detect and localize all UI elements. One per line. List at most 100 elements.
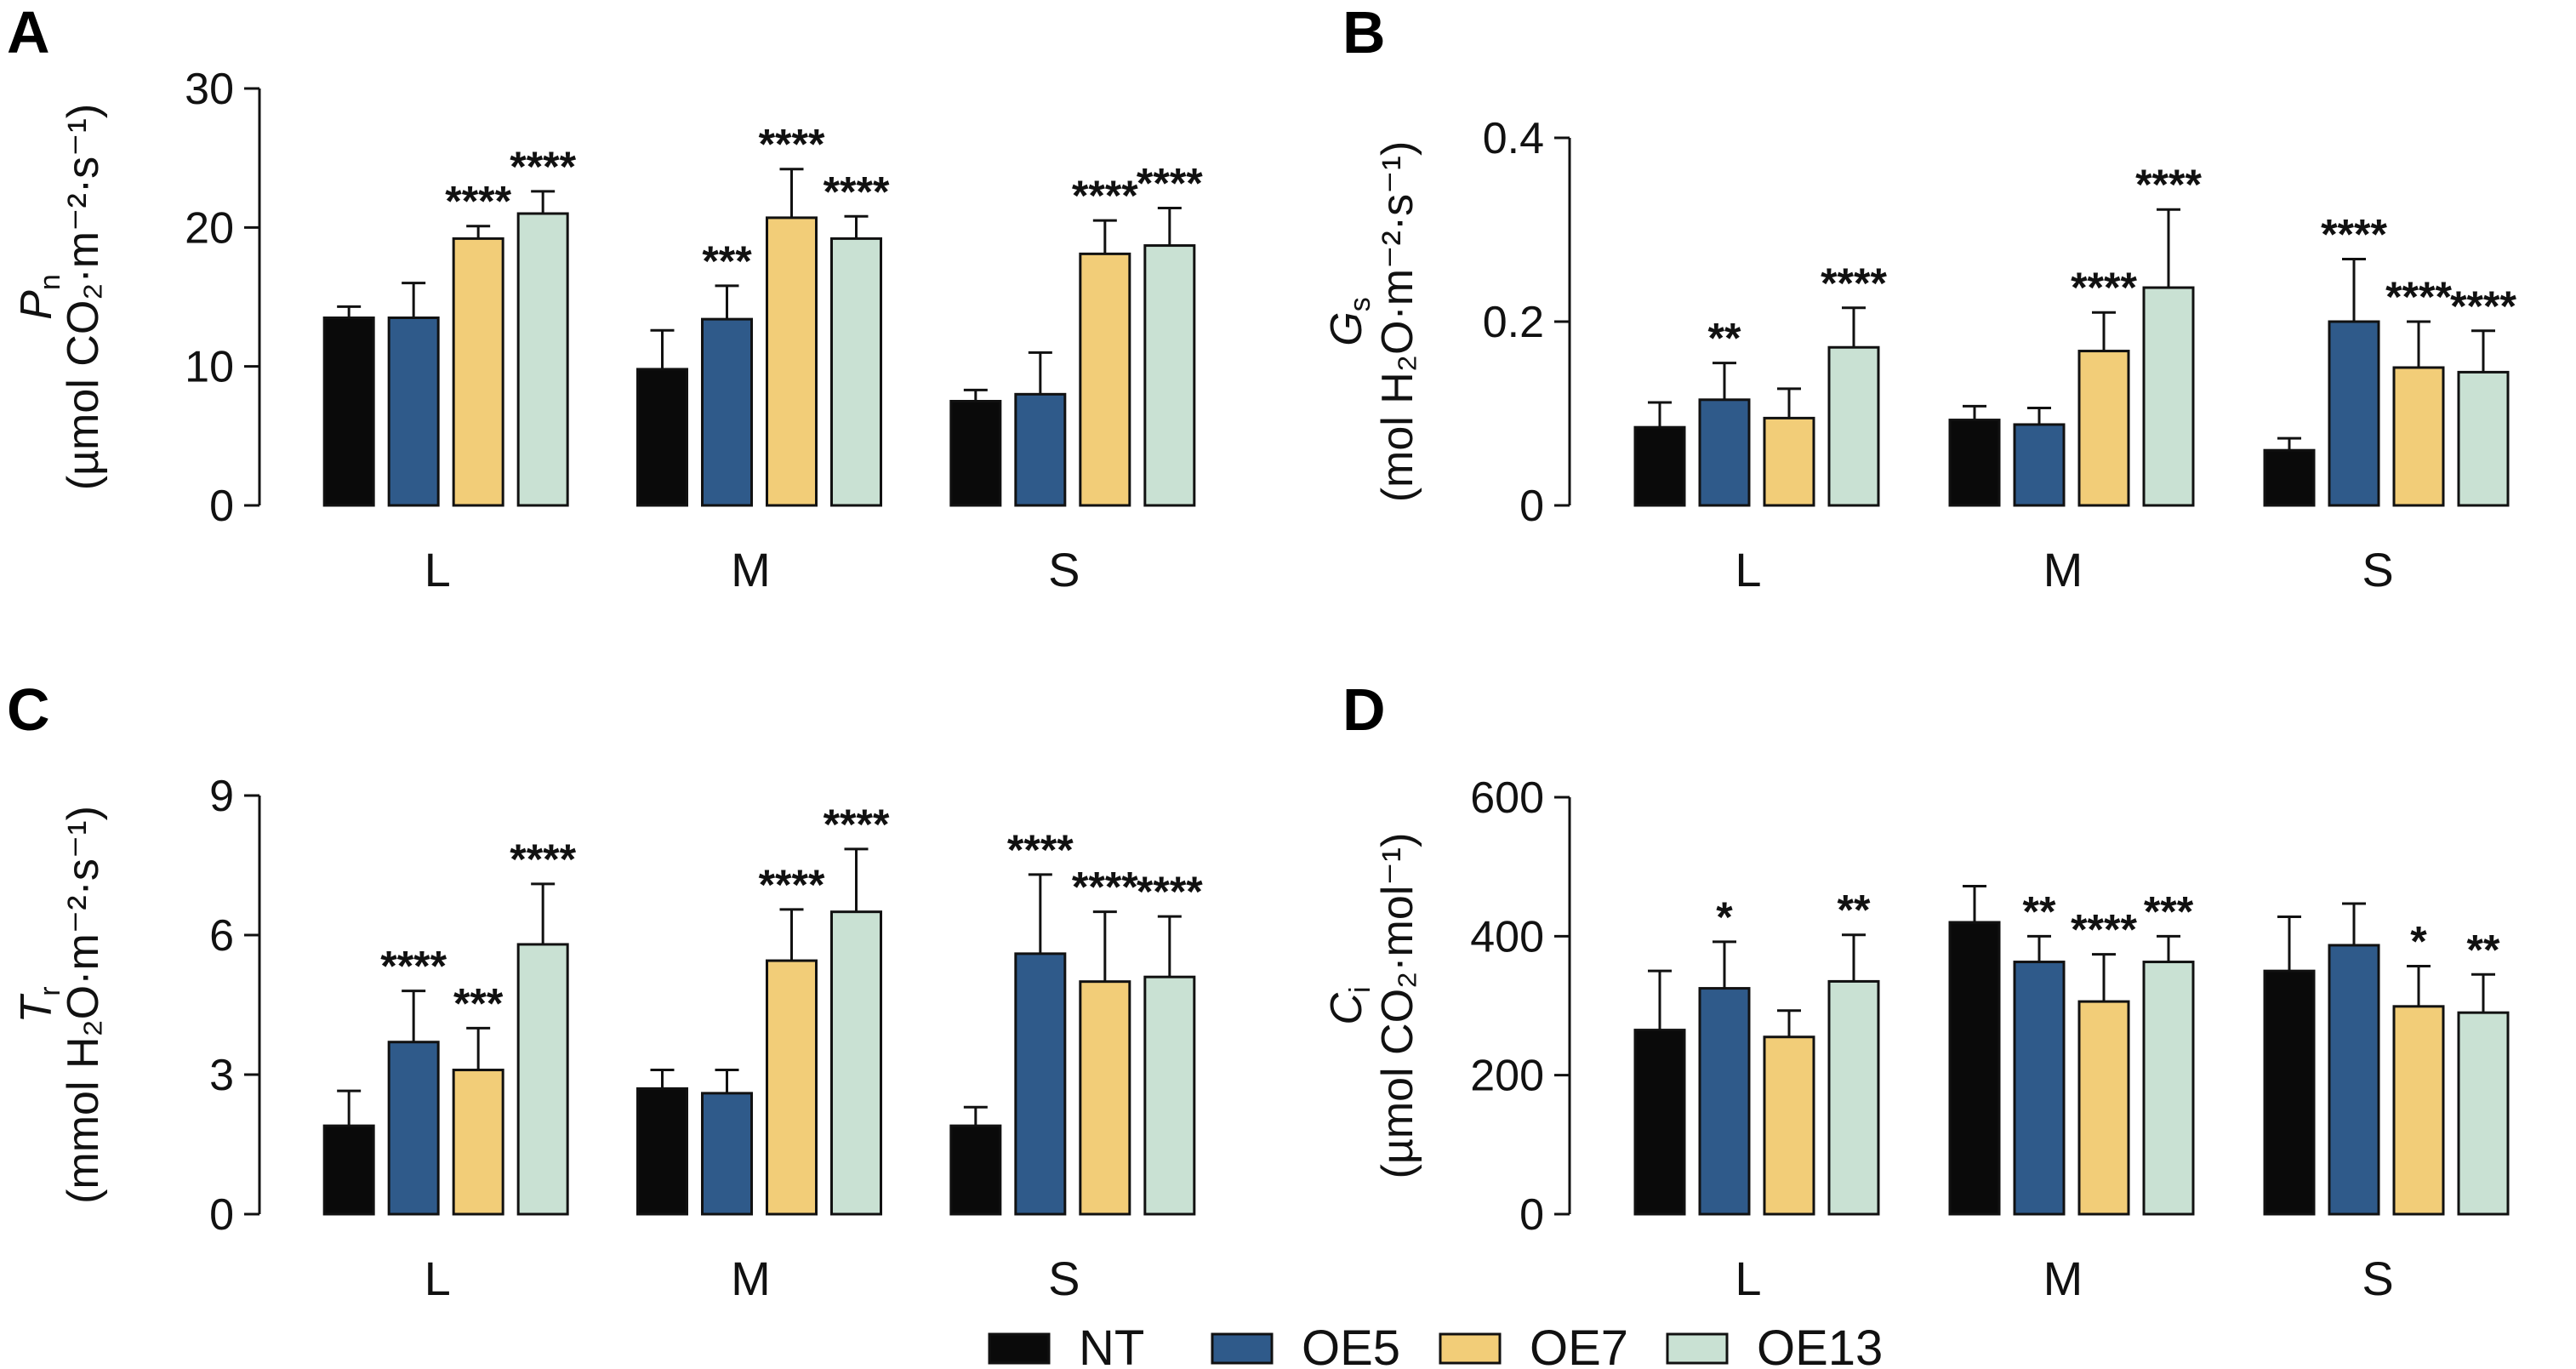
y-tick-label: 0 (209, 1190, 234, 1240)
bar-oe5-l (1698, 987, 1751, 1216)
significance-label: ** (2023, 887, 2056, 935)
x-category-label: S (2362, 1252, 2393, 1305)
panel-letter: C (7, 676, 50, 743)
y-tick-label: 0 (1519, 1190, 1544, 1240)
significance-label: **** (1007, 826, 1074, 874)
bar-oe7-l (452, 1069, 504, 1216)
x-category-label: S (2362, 543, 2393, 596)
x-category-label: M (731, 543, 771, 596)
significance-label: **** (824, 168, 890, 215)
bar-nt-s (2263, 969, 2316, 1216)
significance-label: **** (2071, 264, 2137, 311)
x-category-label: L (425, 1252, 451, 1305)
panel-letter: B (1342, 0, 1386, 66)
bar-nt-s (949, 400, 1002, 507)
bar-nt-m (636, 368, 688, 507)
y-axis-label-symbol: Gs (1322, 297, 1376, 345)
significance-label: ** (2467, 926, 2500, 973)
y-axis-label-symbol: Ci (1322, 986, 1376, 1024)
significance-label: **** (1072, 172, 1138, 220)
bar-oe7-s (2392, 1005, 2445, 1216)
x-category-label: M (2043, 543, 2083, 596)
legend-label-oe7: OE7 (1530, 1321, 1628, 1369)
significance-label: **** (510, 143, 576, 191)
legend-swatch-nt (988, 1332, 1051, 1365)
significance-label: *** (702, 237, 752, 285)
bar-oe13-m (830, 910, 882, 1216)
y-tick-label: 0.4 (1483, 114, 1544, 163)
bar-oe5-s (1014, 952, 1067, 1216)
y-tick-label: 400 (1470, 912, 1544, 961)
bar-oe7-m (766, 216, 818, 507)
bar-oe13-s (2457, 1011, 2510, 1216)
bar-oe13-s (2457, 370, 2510, 507)
bar-oe5-s (1014, 392, 1067, 507)
legend: NT OE5 OE7 OE13 (988, 1321, 1883, 1369)
bar-oe7-l (1763, 416, 1815, 507)
y-tick-label: 6 (209, 911, 234, 961)
x-category-label: M (731, 1252, 771, 1305)
significance-label: **** (824, 801, 890, 848)
bar-nt-l (1633, 1029, 1686, 1216)
y-tick-label: 10 (185, 343, 234, 392)
bar-oe5-m (701, 317, 753, 507)
legend-label-nt: NT (1079, 1321, 1144, 1369)
bar-oe7-l (1763, 1035, 1815, 1216)
panel-b: B00.20.4Gs(mol H₂O·m⁻²·s⁻¹) ******L******… (1322, 0, 2516, 596)
legend-label-oe13: OE13 (1757, 1321, 1883, 1369)
significance-label: ** (1838, 887, 1871, 934)
significance-label: ** (1708, 315, 1741, 362)
x-category-label: L (1735, 543, 1761, 596)
significance-label: **** (759, 121, 825, 168)
bar-oe13-l (516, 212, 569, 507)
legend-label-oe5: OE5 (1302, 1321, 1400, 1369)
legend-swatch-oe13 (1666, 1332, 1729, 1365)
y-tick-label: 600 (1470, 773, 1544, 823)
significance-label: **** (759, 861, 825, 909)
y-tick-label: 20 (185, 203, 234, 253)
bar-nt-m (1948, 419, 2001, 507)
bar-oe7-m (2077, 350, 2130, 507)
y-tick-label: 3 (209, 1051, 234, 1100)
y-axis-label-unit: (µmol CO₂·m⁻²·s⁻¹) (59, 104, 108, 491)
significance-label: **** (1821, 260, 1887, 307)
bar-oe13-m (2142, 286, 2195, 507)
bar-nt-m (1948, 921, 2001, 1216)
bar-oe13-m (2142, 961, 2195, 1216)
bar-oe13-l (516, 943, 569, 1216)
x-category-label: L (1735, 1252, 1761, 1305)
x-category-label: S (1048, 1252, 1080, 1305)
bar-oe7-s (1079, 980, 1131, 1216)
bar-oe7-s (1079, 252, 1131, 507)
y-axis-label-unit: (mmol H₂O·m⁻²·s⁻¹) (59, 806, 108, 1204)
x-category-label: L (425, 543, 451, 596)
significance-label: **** (1072, 864, 1138, 911)
significance-label: *** (453, 979, 504, 1027)
bar-oe5-s (2328, 320, 2380, 507)
x-category-label: S (1048, 543, 1080, 596)
y-tick-label: 200 (1470, 1052, 1544, 1101)
bar-oe13-m (830, 237, 882, 507)
y-tick-label: 9 (209, 772, 234, 821)
significance-label: **** (510, 836, 576, 883)
bar-oe5-s (2328, 944, 2380, 1216)
significance-label: **** (2450, 282, 2516, 330)
bar-oe5-l (1698, 398, 1751, 507)
significance-label: **** (2321, 211, 2387, 259)
y-axis-label-unit: (mol H₂O·m⁻²·s⁻¹) (1373, 141, 1422, 503)
significance-label: **** (1137, 868, 1203, 916)
y-axis-label-symbol: Tr (12, 986, 66, 1023)
significance-label: **** (2071, 906, 2137, 954)
significance-label: **** (380, 943, 447, 990)
y-tick-label: 0 (209, 482, 234, 531)
bar-oe5-l (387, 1041, 440, 1216)
bar-nt-l (1633, 425, 1686, 507)
bar-oe13-l (1827, 979, 1880, 1216)
bar-oe5-m (2013, 423, 2066, 507)
bar-oe13-l (1827, 345, 1880, 507)
bar-oe5-l (387, 317, 440, 507)
